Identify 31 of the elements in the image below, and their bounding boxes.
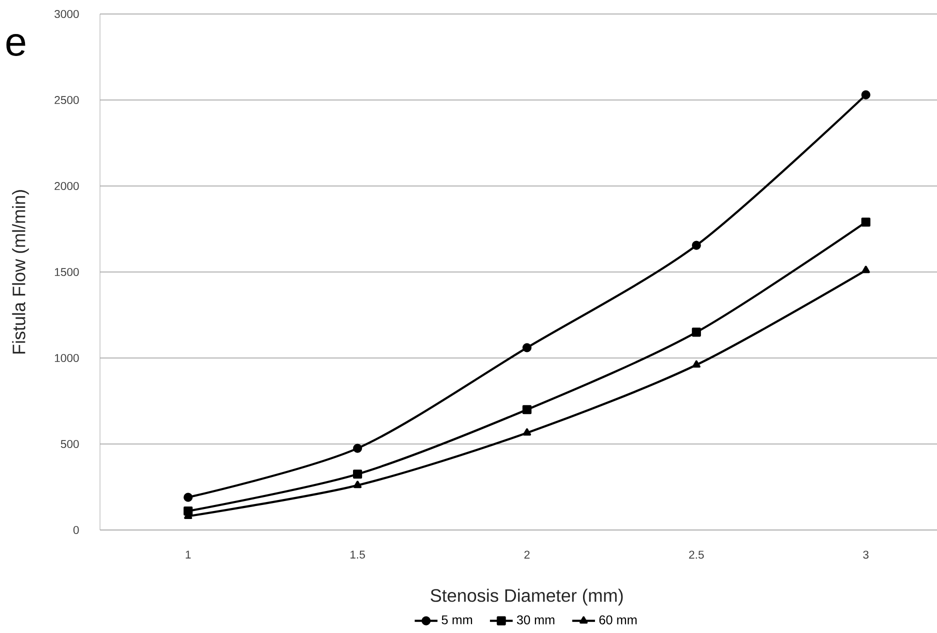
legend-label: 60 mm bbox=[599, 615, 637, 624]
point bbox=[522, 343, 532, 352]
x-tick-label: 3 bbox=[863, 550, 869, 559]
y-axis-title: Fistula Flow (ml/min) bbox=[12, 190, 29, 354]
legend-label: 30 mm bbox=[516, 615, 554, 624]
point bbox=[692, 240, 701, 250]
x-axis-title: Stenosis Diameter (mm) bbox=[430, 588, 623, 606]
point bbox=[861, 90, 870, 100]
x-tick-label: 1 bbox=[186, 550, 191, 559]
point bbox=[861, 218, 870, 227]
point bbox=[353, 470, 362, 479]
point bbox=[692, 360, 700, 368]
y-tick-label: 0 bbox=[73, 526, 79, 534]
point bbox=[184, 492, 193, 502]
y-tick-label: 2500 bbox=[54, 96, 79, 104]
legend-label: 5 mm bbox=[442, 615, 472, 624]
point bbox=[522, 405, 532, 414]
point bbox=[522, 428, 532, 436]
y-tick-label: 1500 bbox=[54, 268, 79, 276]
text: e bbox=[6, 34, 26, 56]
point bbox=[353, 480, 362, 488]
y-tick-label: 3000 bbox=[54, 10, 79, 18]
point bbox=[353, 444, 362, 453]
x-tick-label: 1.5 bbox=[350, 550, 365, 559]
y-tick-label: 500 bbox=[60, 440, 79, 448]
y-tick-label: 2000 bbox=[54, 182, 79, 190]
x-tick-label: 2 bbox=[524, 550, 530, 559]
point bbox=[862, 266, 870, 274]
point bbox=[692, 328, 701, 337]
y-tick-label: 1000 bbox=[54, 354, 79, 362]
x-tick-label: 2.5 bbox=[689, 550, 704, 559]
